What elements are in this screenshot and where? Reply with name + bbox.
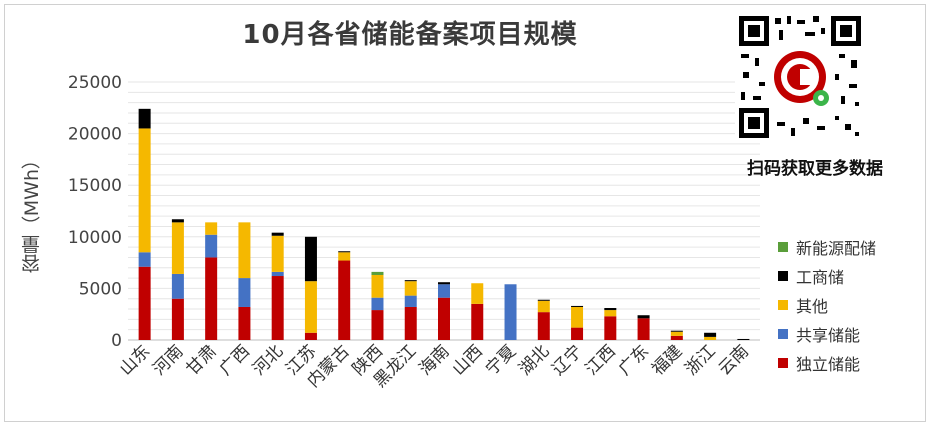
y-tick-label: 20000 [68,125,122,145]
bar-segment [271,232,284,236]
bar-segment [171,273,184,299]
legend-swatch [778,328,788,339]
bar-segment [604,310,617,317]
legend-swatch [778,357,788,368]
legend-label: 共享储能 [796,325,861,345]
bar-segment [670,330,683,332]
legend-swatch [778,299,788,310]
x-tick-label: 浙江 [681,341,719,379]
bar-segment [271,235,284,272]
legend-item: 其他 [778,290,876,319]
bar-segment [537,300,550,313]
bars [138,108,750,340]
qr-code-icon[interactable] [735,12,865,142]
bar-segment [205,234,218,258]
bar-segment [271,276,284,340]
bar-segment [537,312,550,340]
bar-segment [138,266,151,340]
gridlines [128,81,760,341]
x-tick-label: 辽宁 [548,341,586,379]
bar-segment [338,251,351,253]
bar-segment [238,278,251,307]
bar-segment [404,295,417,307]
y-tick-label: 25000 [68,73,122,93]
y-tick-label: 5000 [79,279,122,299]
x-tick-label: 河北 [249,341,287,379]
bar-segment [637,315,650,319]
legend-label: 新能源配储 [796,238,877,258]
bar-segment [438,282,450,285]
bar-segment [304,236,317,282]
bar-segment [138,252,151,267]
legend-item: 独立储能 [778,348,876,377]
bar-segment [371,271,384,275]
bar-segment [338,260,351,340]
x-tick-label: 福建 [648,341,686,379]
legend-label: 独立储能 [796,354,861,374]
qr-caption: 扫码获取更多数据 [747,159,883,179]
bar-segment [404,280,417,282]
bar-segment [238,306,251,340]
bar-segment [637,318,650,340]
y-tick-label: 15000 [68,176,122,196]
legend-item: 共享储能 [778,319,876,348]
bar-segment [138,108,151,129]
bar-segment [704,332,717,337]
bar-segment [171,219,184,223]
bar-segment [670,331,683,336]
bar-segment [537,299,550,301]
y-tick-label: 10000 [68,228,122,248]
y-tick-labels: 0 5000 10000 15000 20000 25000 [68,73,122,351]
legend-label: 其他 [796,296,829,316]
x-tick-label: 湖北 [515,341,553,379]
bar-segment [138,128,151,253]
bar-segment [171,222,184,274]
bar-segment [438,284,450,298]
bar-segment [604,316,617,340]
bar-segment [471,303,484,340]
bar-segment [338,252,351,261]
bar-segment [171,298,184,340]
x-tick-label: 山西 [449,341,487,379]
bar-segment [205,257,218,340]
bar-segment [371,297,384,311]
bar-segment [404,281,417,296]
x-tick-label: 广西 [216,341,254,379]
bar-segment [438,297,450,340]
legend-swatch [778,241,788,252]
chart-title: 10月各省储能备案项目规模 [242,20,578,50]
x-tick-label: 甘肃 [183,341,221,379]
bar-segment [205,222,218,235]
legend-label: 工商储 [796,267,845,287]
x-tick-label: 河南 [149,341,187,379]
bar-segment [571,305,584,307]
bar-segment [404,306,417,340]
bar-segment [304,332,317,340]
y-tick-label: 0 [111,331,122,351]
bar-segment [571,327,584,340]
bar-segment [271,271,284,277]
bar-segment [304,281,317,333]
x-tick-label: 广东 [615,341,653,379]
x-tick-label: 江西 [582,341,620,379]
bar-segment [737,338,750,340]
chart-legend: 新能源配储工商储其他共享储能独立储能 [778,232,876,377]
bar-segment [371,274,384,298]
x-tick-label: 海南 [415,341,453,379]
bar-segment [238,222,251,279]
bar-segment [571,306,584,328]
x-tick-label: 云南 [715,341,753,379]
bar-segment [670,335,683,340]
legend-item: 新能源配储 [778,232,876,261]
bar-segment [371,310,384,340]
bar-segment [504,284,517,340]
legend-swatch [778,270,788,281]
bar-segment [471,283,484,304]
legend-item: 工商储 [778,261,876,290]
x-tick-label: 宁夏 [482,341,520,379]
bar-segment [604,308,617,311]
bar-segment [704,336,717,340]
